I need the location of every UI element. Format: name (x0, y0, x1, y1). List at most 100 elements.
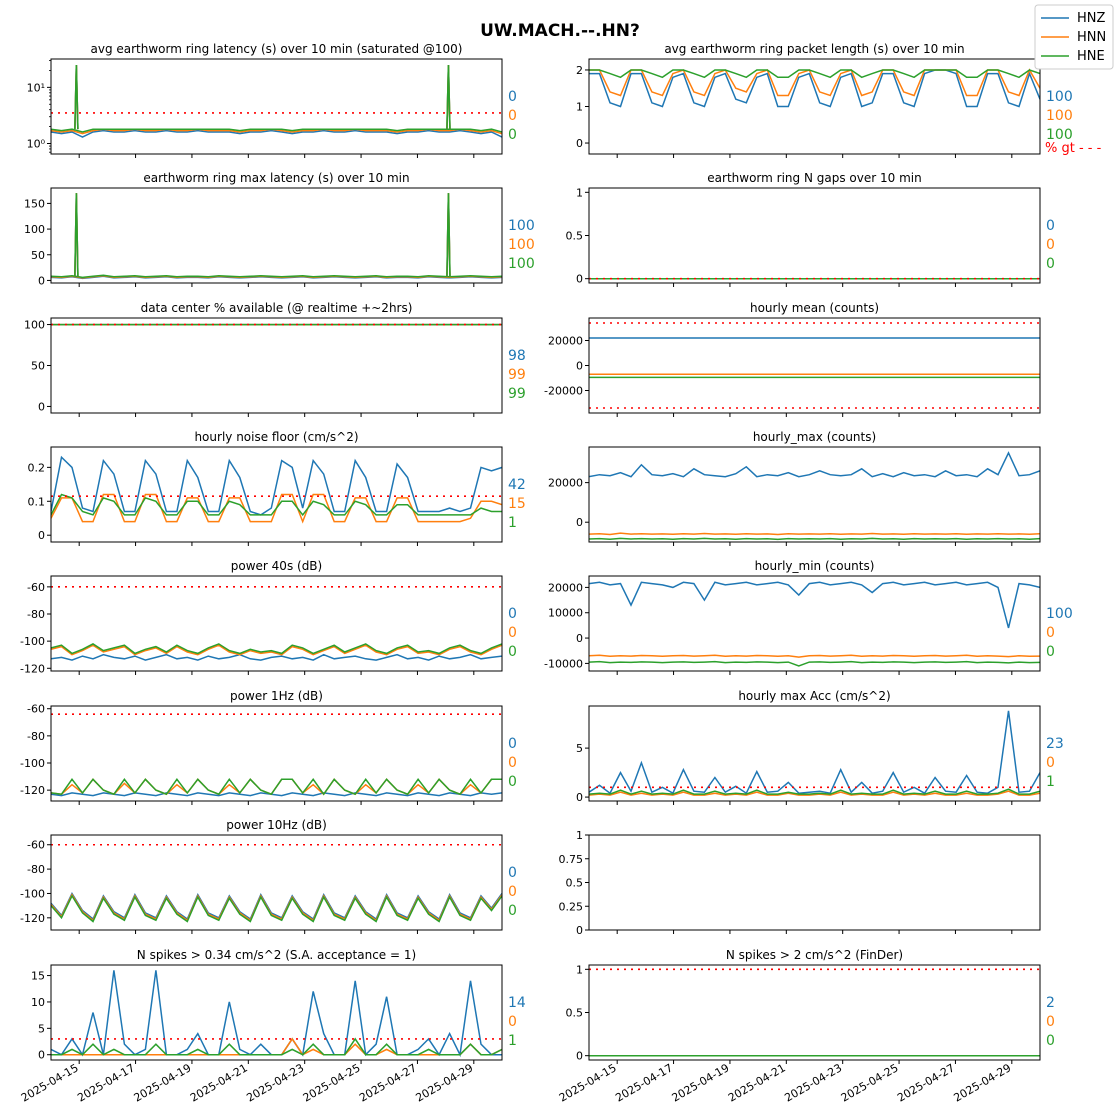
series-hnz (51, 455, 502, 516)
x-tick-label: 2025-04-17 (75, 1061, 137, 1104)
panel-12: hourly max Acc (cm/s^2) 0 5 23 0 1 (576, 689, 1064, 805)
axes-frame (50, 317, 503, 414)
y-tick-label: -80 (27, 730, 45, 743)
pct-label-hnz: 0 (1046, 218, 1055, 234)
panel-4: earthworm ring N gaps over 10 min 0 0.5 1 0 0… (566, 171, 1055, 287)
series-hne (589, 537, 1040, 541)
x-tick-label: 2025-04-21 (188, 1061, 250, 1104)
series-hnn (589, 532, 1040, 536)
panel-title: earthworm ring N gaps over 10 min (707, 171, 921, 185)
x-tick-label: 2025-04-15 (557, 1061, 619, 1104)
panel-16: N spikes > 2 cm/s^2 (FinDer) 0 0.5 1 2025-04… (557, 948, 1055, 1105)
y-tick-label: 0 (576, 137, 583, 150)
series-hne (51, 128, 502, 133)
axes-frame (588, 834, 1041, 931)
series-hne (51, 1037, 502, 1056)
pct-label-hne: 0 (508, 903, 517, 919)
y-tick-label: 0.5 (566, 1007, 584, 1020)
y-tick-label: 0 (576, 1050, 583, 1063)
y-tick-label: -100 (20, 635, 45, 648)
series-hne (589, 660, 1040, 667)
x-tick-label: 2025-04-15 (19, 1061, 81, 1104)
series-hne (51, 274, 502, 279)
pct-label-hnn: 100 (508, 237, 535, 253)
y-tick-label: -20000 (544, 385, 583, 398)
pct-label-hnz: 100 (508, 218, 535, 234)
panel-title: hourly_max (counts) (753, 430, 876, 444)
y-tick-label: -100 (20, 757, 45, 770)
series-hne (51, 778, 502, 796)
pct-label-hnn: 0 (508, 1014, 517, 1030)
plot-area (51, 778, 502, 797)
pct-label-hnn: 99 (508, 367, 526, 383)
y-tick-label: 0.2 (28, 461, 46, 474)
pct-label-hnn: 100 (1046, 108, 1073, 124)
pct-label-hne: 100 (1046, 127, 1073, 143)
x-tick-label: 2025-04-23 (244, 1061, 306, 1104)
pct-label-hnn: 0 (1046, 625, 1055, 641)
y-tick-label: 0 (576, 924, 583, 937)
y-tick-label: 0 (38, 400, 45, 413)
axes-frame (588, 964, 1041, 1061)
pct-label-hnn: 0 (508, 755, 517, 771)
pct-label-hne: 0 (508, 644, 517, 660)
plot-area (51, 970, 502, 1058)
axes-frame (588, 705, 1041, 802)
panel-title: N spikes > 0.34 cm/s^2 (S.A. acceptance … (137, 948, 416, 962)
y-tick-label: 0 (38, 1049, 45, 1062)
series-hnz (51, 792, 502, 797)
legend: HNZ HNN HNE (1034, 4, 1114, 70)
y-tick-label: 5 (38, 1022, 45, 1035)
y-tick-label: 0 (576, 516, 583, 529)
y-tick-label: -80 (27, 608, 45, 621)
panel-7: hourly noise floor (cm/s^2) 0 0.1 0.2 42 15 1 (28, 430, 526, 546)
pct-label-hne: 100 (508, 256, 535, 272)
series-hnz (589, 451, 1040, 478)
pct-label-hnz: 0 (508, 89, 517, 105)
pct-label-hnz: 0 (508, 736, 517, 752)
y-tick-label: -80 (27, 863, 45, 876)
y-tick-label: 1 (576, 829, 583, 842)
panel-title: data center % available (@ realtime +~2h… (141, 301, 413, 315)
pct-label-hnn: 0 (1046, 755, 1055, 771)
series-hnz (589, 69, 1040, 108)
y-tick-label: 100 (24, 223, 45, 236)
axes-frame (50, 187, 503, 284)
x-tick-label: 2025-04-29 (951, 1061, 1013, 1104)
y-tick-label: 0.25 (559, 900, 584, 913)
y-tick-label: 10 (31, 996, 45, 1009)
panel-title: power 40s (dB) (231, 559, 322, 573)
figure-title: UW.MACH.--.HN? (480, 21, 640, 41)
pct-label-hnz: 42 (508, 477, 526, 493)
y-tick-label: 0.1 (28, 495, 46, 508)
series-hne (51, 493, 502, 517)
panels: avg earthworm ring latency (s) over 10 m… (19, 42, 1073, 1105)
series-hnz (51, 970, 502, 1058)
plot-area (589, 710, 1040, 796)
y-tick-label: 150 (24, 197, 45, 210)
x-tick-label: 2025-04-19 (132, 1061, 194, 1104)
axes-frame (50, 705, 503, 802)
pct-label-hnn: 0 (1046, 1014, 1055, 1030)
panel-title: avg earthworm ring packet length (s) ove… (664, 42, 964, 56)
y-tick-label: 50 (31, 249, 45, 262)
legend-box (1034, 4, 1114, 70)
plot-area (51, 193, 502, 280)
axes-frame (588, 446, 1041, 543)
pct-label-hnn: 15 (508, 496, 526, 512)
y-tick-label: 2 (576, 64, 583, 77)
panel-11: power 1Hz (dB) -60 -80 -100 -120 0 0 0 (20, 689, 517, 805)
pct-label-hnn: 0 (1046, 237, 1055, 253)
series-hnz (589, 710, 1040, 795)
x-tick-label: 2025-04-17 (613, 1061, 675, 1104)
axes-frame (588, 575, 1041, 672)
pct-label-hne: 99 (508, 386, 526, 402)
plot-area (51, 891, 502, 923)
y-tick-label: 0.75 (559, 853, 584, 866)
plot-area (51, 455, 502, 524)
pct-label-hne: 0 (508, 774, 517, 790)
panel-title: power 10Hz (dB) (226, 818, 327, 832)
panel-title: hourly noise floor (cm/s^2) (194, 430, 358, 444)
pct-label-hne: 0 (1046, 644, 1055, 660)
